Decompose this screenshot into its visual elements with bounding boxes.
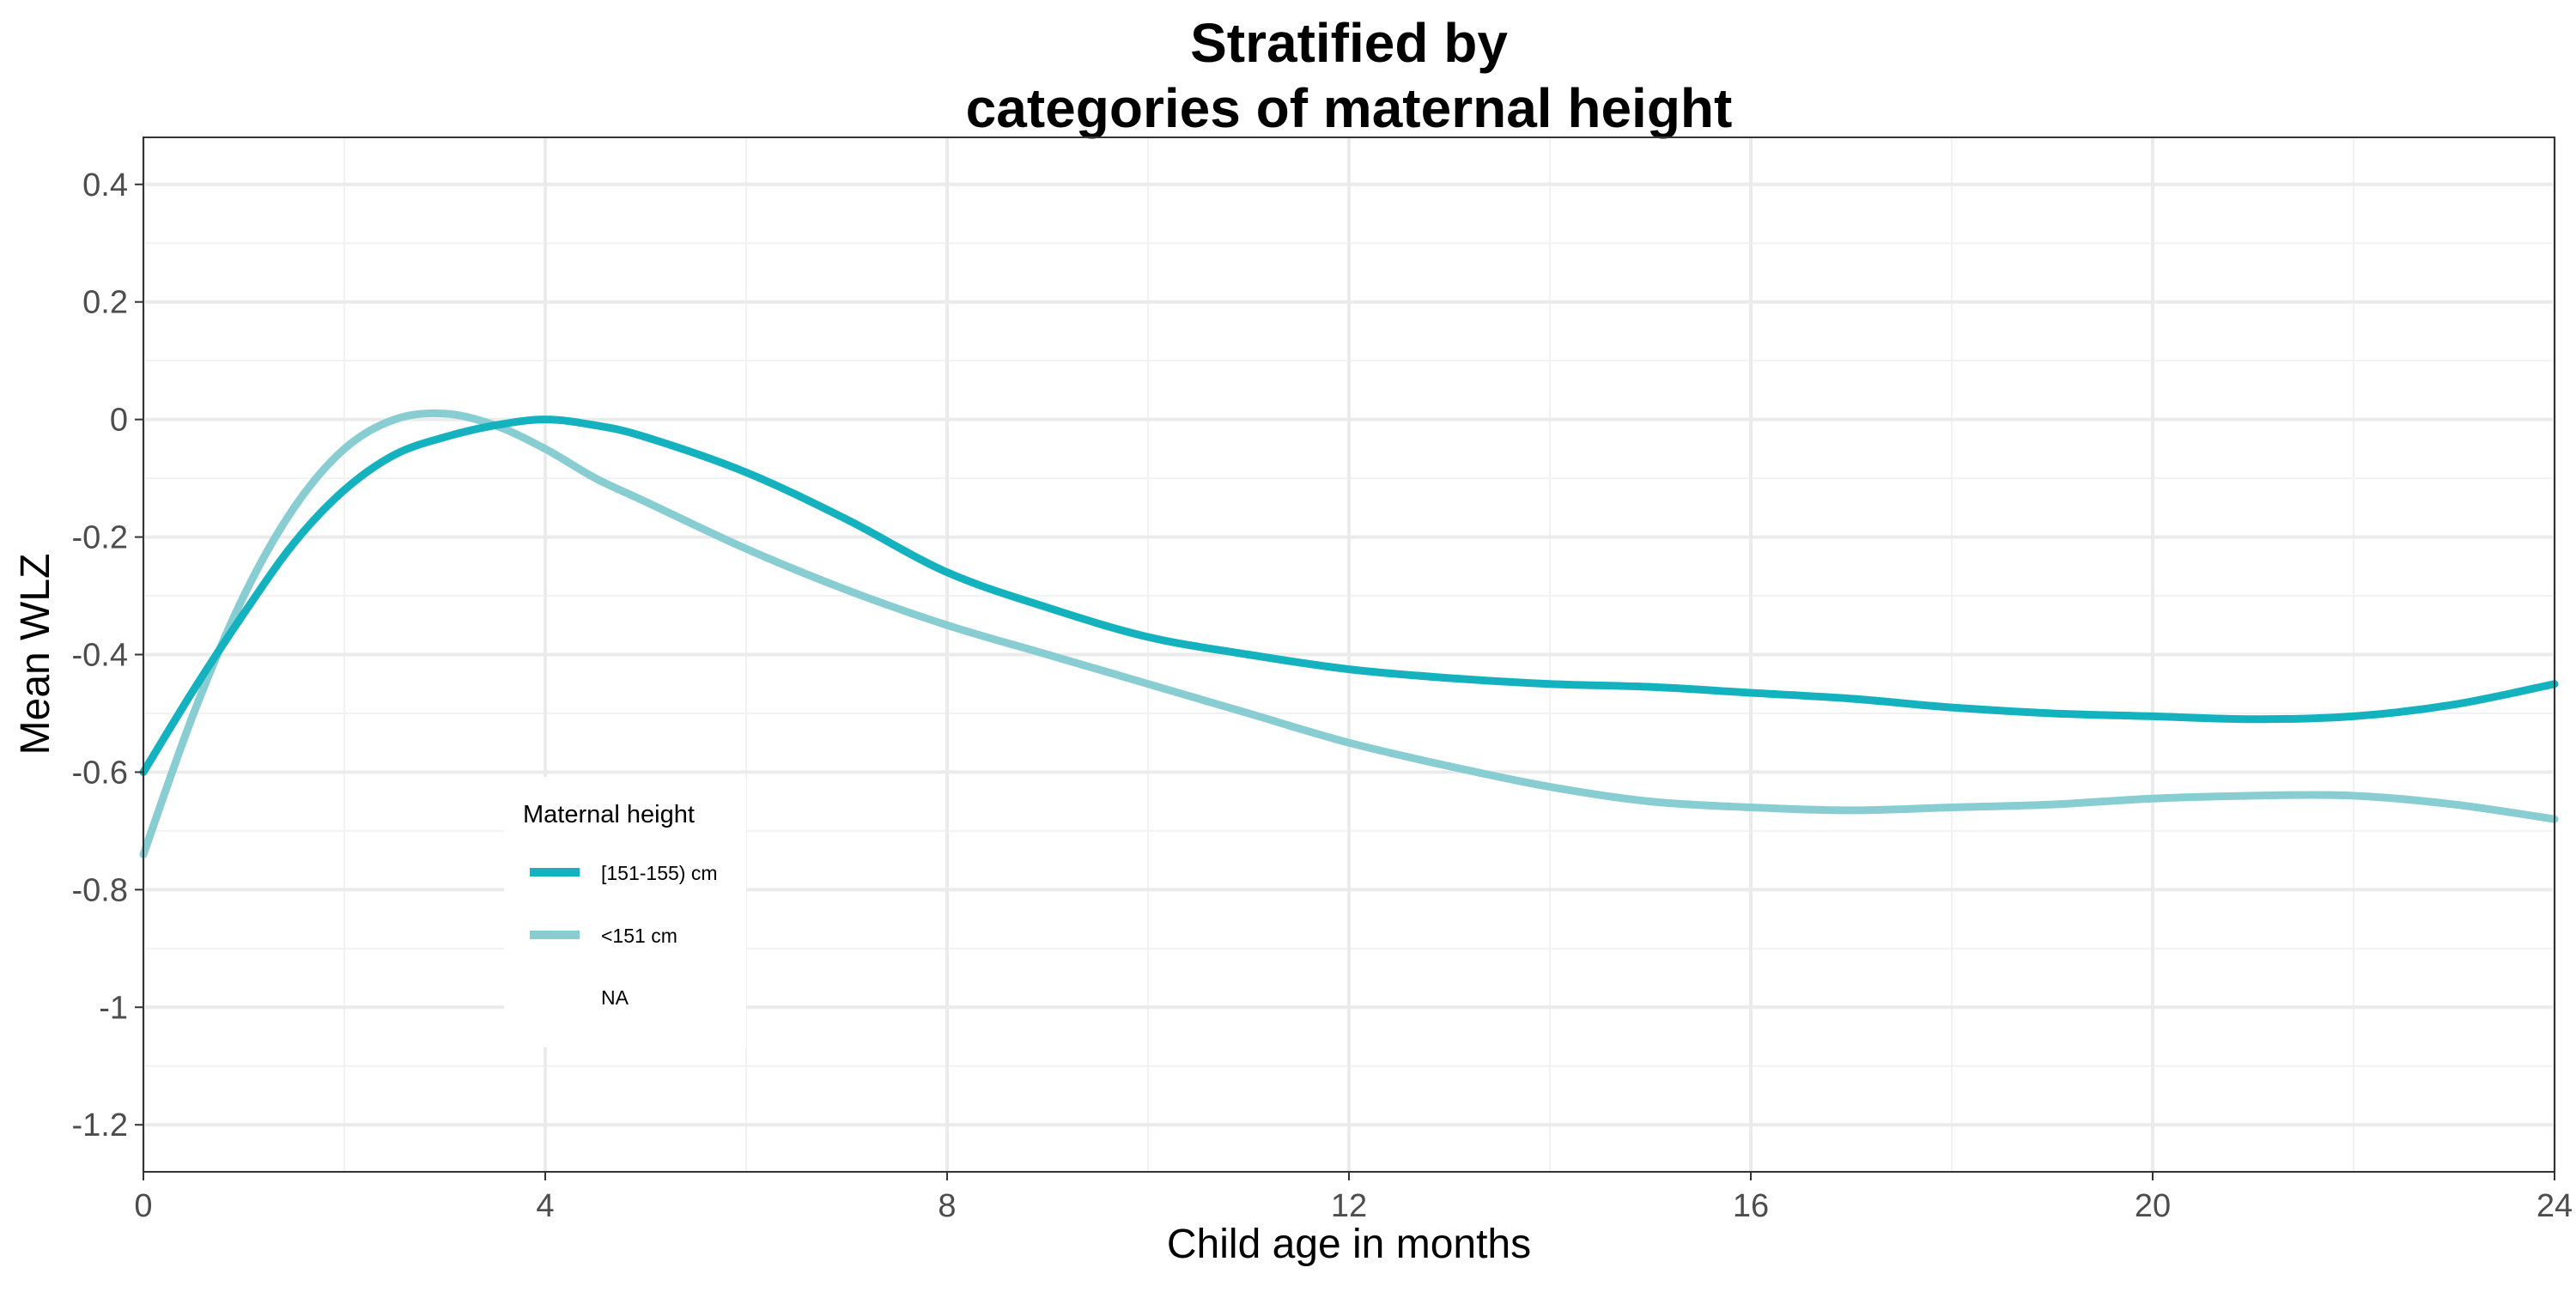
y-tick-label-1-2: -1.2 [72,1107,128,1143]
x-tick-label-16: 16 [1733,1188,1769,1224]
y-tick-label-0-4: 0.4 [82,167,128,203]
y-tick-label-0-6: -0.6 [72,755,128,791]
chart-title-line-2: categories of maternal height [966,77,1733,139]
x-tick-label-4: 4 [536,1188,554,1224]
legend-item-lt151: <151 cm [530,925,677,947]
x-tick-label-24: 24 [2537,1188,2573,1224]
series-layer [139,409,2559,858]
y-tick-label-1: -1 [99,990,128,1026]
y-tick-label-0: 0 [110,403,128,439]
y-axis-label: Mean WLZ [13,554,58,755]
chart-title-line-1: Stratified by [1190,12,1508,74]
grid-lines [142,137,2556,1172]
x-tick-label-20: 20 [2135,1188,2171,1224]
series-line-151-155-cm [139,416,2559,776]
legend-label-lt151: <151 cm [601,925,677,947]
legend: Maternal height [151-155) cm <151 cm NA [504,777,746,1047]
x-axis-label: Child age in months [1167,1222,1531,1267]
legend-box [504,777,746,1047]
legend-item-151-155: [151-155) cm [530,862,718,884]
y-tick-label-0-4: -0.4 [72,638,128,674]
y-tick-label-0-2: 0.2 [82,285,128,321]
legend-item-na: NA [601,986,629,1009]
x-tick-label-12: 12 [1331,1188,1367,1224]
chart-title: Stratified by categories of maternal hei… [966,12,1733,139]
x-axis: 0 4 8 12 16 20 24 [134,1172,2573,1224]
y-axis: 0.4 0.2 0 -0.2 -0.4 -0.6 -0.8 -1 -1.2 [72,167,143,1143]
legend-label-151-155: [151-155) cm [601,862,718,884]
x-tick-label-8: 8 [938,1188,956,1224]
series-line-151-cm [139,409,2559,858]
legend-label-na: NA [601,986,629,1009]
x-tick-label-0: 0 [134,1188,152,1224]
y-tick-label-0-8: -0.8 [72,872,128,908]
y-tick-label-0-2: -0.2 [72,520,128,556]
legend-title: Maternal height [523,801,695,828]
